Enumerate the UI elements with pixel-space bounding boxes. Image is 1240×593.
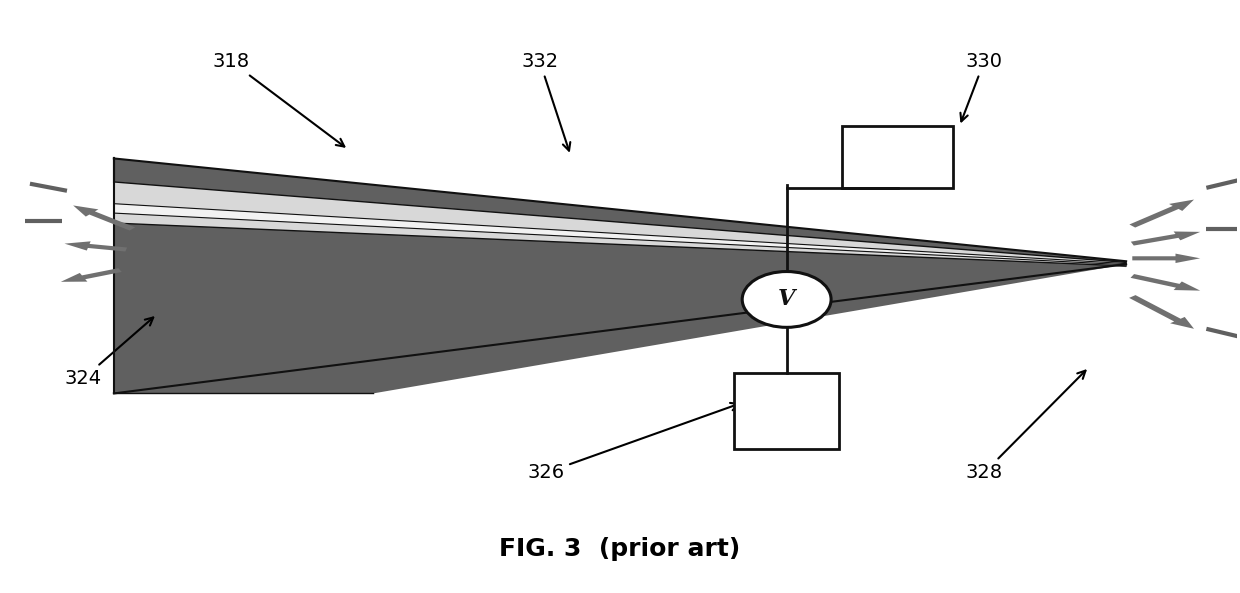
FancyArrow shape (73, 205, 135, 231)
Text: 330: 330 (961, 52, 1003, 122)
FancyArrow shape (1130, 200, 1194, 228)
FancyArrow shape (64, 241, 126, 251)
FancyArrow shape (1132, 254, 1200, 263)
Text: 324: 324 (64, 317, 154, 388)
Text: 326: 326 (527, 403, 739, 482)
FancyArrow shape (61, 268, 122, 282)
Bar (842, 126, 954, 188)
Polygon shape (114, 182, 1126, 266)
FancyArrow shape (1131, 231, 1200, 246)
Text: FIG. 3  (prior art): FIG. 3 (prior art) (500, 537, 740, 561)
Polygon shape (114, 223, 1126, 393)
Polygon shape (114, 182, 1126, 264)
Polygon shape (114, 158, 1126, 267)
Ellipse shape (743, 272, 831, 327)
FancyArrow shape (1130, 295, 1194, 329)
Text: 332: 332 (521, 52, 570, 151)
FancyArrow shape (1131, 274, 1200, 291)
Polygon shape (114, 213, 1126, 266)
Bar (734, 373, 839, 449)
Text: 318: 318 (212, 52, 345, 146)
Polygon shape (114, 203, 1126, 265)
Text: 328: 328 (966, 371, 1085, 482)
Text: V: V (777, 288, 795, 311)
